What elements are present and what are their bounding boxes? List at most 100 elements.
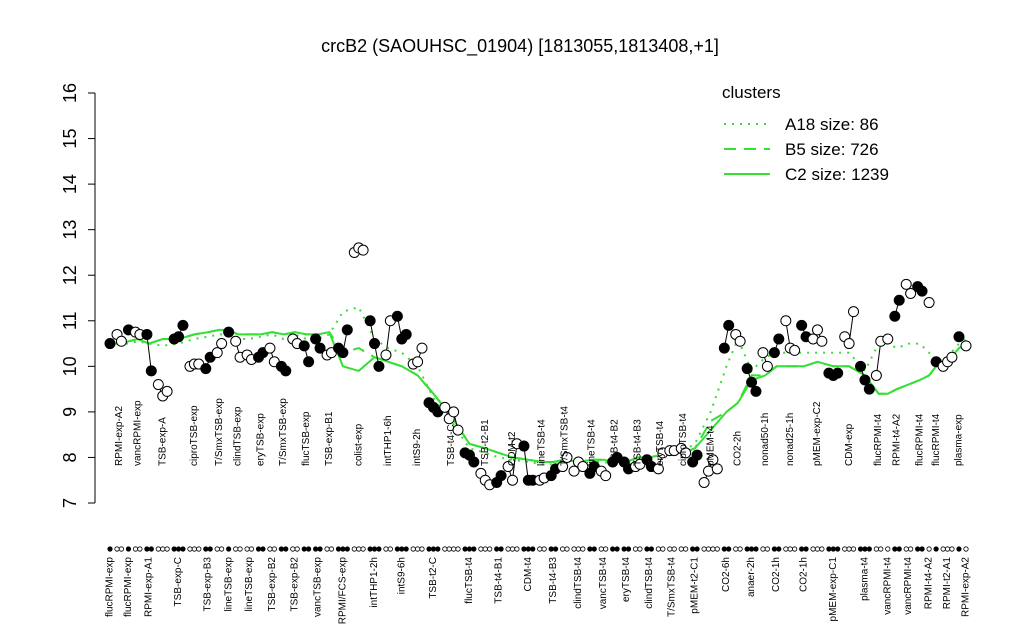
x-tick-label: RPMI-exp-A2 [114, 406, 125, 466]
rug-dot [733, 546, 739, 552]
data-point [314, 342, 326, 354]
rug-dot [387, 546, 393, 552]
rug-dot [410, 546, 416, 552]
data-point [439, 401, 451, 413]
rug-dot [714, 546, 720, 552]
y-tick-label: 8 [60, 452, 80, 462]
data-point [357, 244, 369, 256]
rug-dot [956, 546, 962, 552]
data-point [707, 454, 719, 466]
data-point [557, 461, 569, 473]
rug-dot [356, 546, 362, 552]
data-point [364, 315, 376, 327]
rug-dot [644, 546, 650, 552]
rug-dot [175, 546, 182, 552]
x-tick-label: pMEM-t2-C1 [690, 557, 701, 614]
data-point [863, 383, 875, 395]
x-tick-label: TSB-t4-B2 [610, 419, 621, 466]
rug-dot [810, 546, 816, 552]
rug-dot [107, 546, 113, 552]
rug-dot [632, 546, 639, 552]
rug-dot [598, 546, 604, 552]
x-tick-label: TSB-t4-B3 [548, 557, 559, 604]
rug-dot [114, 546, 120, 552]
rug-dot [466, 546, 473, 552]
data-point [230, 335, 242, 347]
rug-dot [792, 546, 798, 552]
rug-dot [340, 546, 346, 552]
rug-dot [787, 546, 793, 552]
rug-dot [885, 546, 891, 552]
x-tick-label: T/SmxTSB-exp [214, 398, 225, 466]
rug-dot [603, 546, 609, 552]
data-point [946, 351, 958, 363]
rug-dot [940, 546, 946, 552]
data-point [104, 338, 116, 350]
data-point [848, 306, 860, 318]
x-tick-label: TSB-exp-B3 [203, 557, 214, 612]
data-point [495, 470, 507, 482]
rug-dot [478, 546, 484, 552]
data-point [789, 344, 801, 356]
rug-dot [683, 546, 689, 552]
rug-dot [826, 546, 832, 552]
rug-dot [846, 546, 852, 552]
rug-dot [878, 546, 884, 552]
cluster-line [110, 328, 967, 464]
rug-dot [214, 546, 220, 552]
x-tick-label: vancRPMI-t4 [882, 557, 893, 615]
data-point [502, 461, 514, 473]
rug-dot [726, 546, 732, 552]
rug-dot [313, 546, 319, 552]
data-point [870, 369, 882, 381]
x-tick-label: RPMI/FCS-exp [338, 557, 349, 625]
rug-dot [799, 546, 805, 552]
rug-dot [915, 546, 921, 552]
rug-dot [963, 546, 969, 552]
data-point [577, 461, 589, 473]
data-point [741, 363, 753, 375]
rug-dot [207, 546, 213, 552]
profile-line [146, 334, 152, 371]
rug-dot [830, 546, 836, 552]
data-point [780, 315, 792, 327]
rug-dot [908, 546, 914, 552]
rug-dot [814, 546, 821, 552]
x-tick-label: lineTSB-exp [244, 557, 255, 612]
rug-dot [301, 546, 307, 552]
y-tick-label: 11 [60, 311, 80, 330]
rug-dot [748, 546, 755, 552]
rug-dot [376, 546, 382, 552]
rug-dot [667, 546, 673, 552]
data-point [391, 310, 403, 322]
rug-dot [317, 546, 323, 552]
y-tick-label: 16 [60, 83, 80, 103]
legend-label: C2 size: 1239 [785, 165, 889, 184]
x-tick-label: vancTSB-t4 [598, 557, 609, 610]
rug-dot [271, 546, 277, 552]
data-point [416, 342, 428, 354]
rug-dot [237, 546, 243, 552]
y-tick-label: 9 [60, 407, 80, 417]
data-point [900, 278, 912, 290]
rug-dot [926, 546, 932, 552]
rug-dot [537, 546, 543, 552]
data-point [843, 338, 855, 350]
rug-dot [783, 546, 789, 552]
rug-dot [233, 546, 239, 552]
data-point [761, 360, 773, 372]
data-point [723, 319, 735, 331]
x-tick-label: pMEM-t4 [705, 425, 716, 466]
data-point [412, 356, 424, 368]
x-tick-label: flucRPMI-exp [123, 557, 134, 617]
rug-dot [744, 546, 750, 552]
data-point [889, 310, 901, 322]
rug-dot [171, 546, 177, 552]
x-tick-label: T/SmxTSB-t4 [559, 406, 570, 466]
rug-dot [125, 546, 132, 552]
rug-dot [637, 546, 643, 552]
x-tick-label: RPMI-exp-A2 [961, 557, 972, 617]
x-tick-label: ciproTSB-t4 [678, 413, 689, 466]
x-tick-label: plasma-exp [954, 414, 965, 466]
